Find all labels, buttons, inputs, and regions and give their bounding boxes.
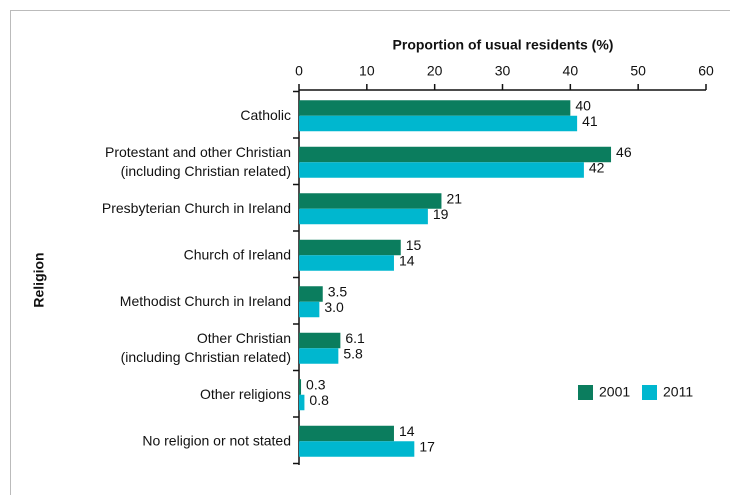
- y-tick-label: Methodist Church in Ireland: [120, 293, 291, 309]
- value-label: 15: [406, 237, 422, 253]
- bar: [299, 425, 394, 442]
- bar: [299, 301, 320, 318]
- y-tick-label: Other Christian: [197, 330, 291, 346]
- legend-label: 2001: [599, 384, 630, 400]
- y-tick-label: Other religions: [200, 386, 291, 402]
- y-tick-label: No religion or not stated: [142, 432, 291, 448]
- bar: [299, 146, 612, 163]
- x-tick-label: 0: [295, 63, 303, 79]
- y-tick-label: Catholic: [240, 107, 291, 123]
- bar: [299, 239, 401, 256]
- value-label: 5.8: [343, 346, 363, 362]
- value-label: 6.1: [345, 330, 365, 346]
- y-axis-title: Religion: [31, 252, 47, 307]
- y-tick-label: Church of Ireland: [184, 246, 291, 262]
- frame: [10, 10, 730, 495]
- legend-swatch: [642, 385, 657, 400]
- x-axis-title: Proportion of usual residents (%): [393, 37, 614, 53]
- bar: [299, 394, 305, 411]
- value-label: 14: [399, 423, 415, 439]
- x-tick-label: 50: [630, 63, 646, 79]
- y-tick-label: Protestant and other Christian: [105, 144, 291, 160]
- bar: [299, 379, 302, 395]
- bar: [299, 348, 339, 364]
- value-label: 3.5: [328, 284, 348, 300]
- bar: [299, 255, 394, 271]
- x-tick-label: 40: [563, 63, 579, 79]
- legend-label: 2011: [663, 384, 693, 400]
- value-label: 0.8: [309, 392, 329, 408]
- bar: [299, 332, 341, 349]
- legend-swatch: [578, 385, 593, 400]
- bar: [299, 162, 584, 178]
- value-label: 21: [446, 191, 462, 207]
- bar: [299, 193, 442, 209]
- bar: [299, 208, 428, 225]
- value-label: 40: [575, 98, 591, 114]
- x-tick-label: 20: [427, 63, 443, 79]
- bar: [299, 115, 578, 132]
- value-label: 3.0: [324, 299, 344, 315]
- y-tick-label: Presbyterian Church in Ireland: [102, 200, 291, 216]
- bar: [299, 286, 323, 302]
- x-tick-label: 10: [359, 63, 375, 79]
- value-label: 46: [616, 144, 632, 160]
- value-label: 0.3: [306, 377, 326, 393]
- y-tick-label: (including Christian related): [121, 163, 291, 179]
- bar: [299, 441, 415, 457]
- bar: [299, 100, 571, 116]
- value-label: 17: [419, 439, 435, 455]
- value-label: 14: [399, 253, 415, 269]
- y-tick-label: (including Christian related): [121, 349, 291, 365]
- x-tick-label: 60: [698, 63, 714, 79]
- value-label: 42: [589, 160, 605, 176]
- value-label: 19: [433, 206, 449, 222]
- x-tick-label: 30: [495, 63, 511, 79]
- value-label: 41: [582, 113, 598, 129]
